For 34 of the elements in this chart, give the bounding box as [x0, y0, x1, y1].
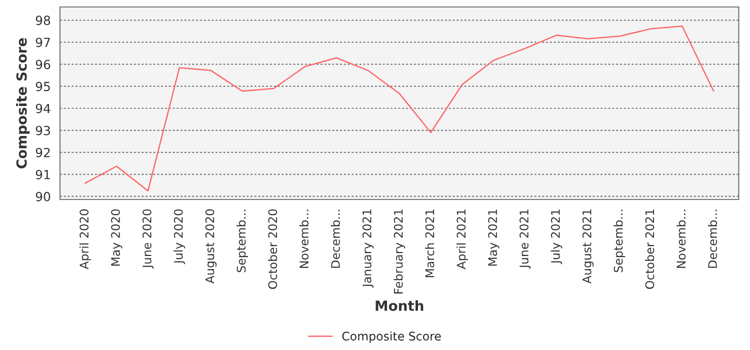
x-tick-label: Decemb... — [330, 210, 340, 268]
y-axis-title: Composite Score — [16, 38, 30, 168]
x-tick-label: Septemb... — [614, 210, 626, 272]
x-tick-label: February 2021 — [394, 210, 406, 294]
x-tick-label: April 2021 — [456, 210, 468, 270]
y-tick-label: 94 — [36, 104, 50, 114]
legend-label: Composite Score — [342, 331, 441, 343]
x-tick-label: May 2020 — [111, 209, 122, 266]
x-tick-label: Novemb... — [299, 210, 309, 268]
x-tick-label: July 2020 — [174, 209, 186, 264]
y-tick-label: 93 — [36, 126, 50, 136]
y-tick-label: 98 — [36, 16, 50, 26]
x-tick-label: August 2020 — [205, 209, 217, 284]
x-tick-label: April 2020 — [79, 209, 91, 270]
x-tick-label: Decemb... — [708, 210, 718, 268]
x-axis-title: Month — [376, 300, 424, 311]
x-tick-label: July 2021 — [550, 210, 562, 264]
x-tick-label: June 2021 — [520, 210, 531, 269]
x-tick-label: January 2021 — [362, 210, 374, 288]
y-tick-label: 91 — [36, 170, 50, 180]
x-tick-label: October 2021 — [645, 210, 654, 289]
x-tick-label: August 2021 — [582, 210, 594, 284]
y-tick-label: 90 — [36, 192, 50, 202]
x-tick-label: June 2020 — [142, 209, 154, 269]
y-tick-label: 92 — [36, 148, 50, 158]
y-tick-label: 96 — [36, 60, 50, 70]
x-tick-label: Septemb... — [236, 210, 248, 272]
line-series — [84, 26, 714, 192]
x-tick-label: Novemb... — [676, 210, 686, 268]
x-tick-label: March 2021 — [425, 210, 434, 278]
x-tick-label: October 2020 — [268, 209, 278, 289]
x-tick-label: May 2021 — [488, 210, 500, 266]
y-tick-label: 95 — [36, 82, 50, 92]
y-tick-label: 97 — [36, 38, 50, 48]
